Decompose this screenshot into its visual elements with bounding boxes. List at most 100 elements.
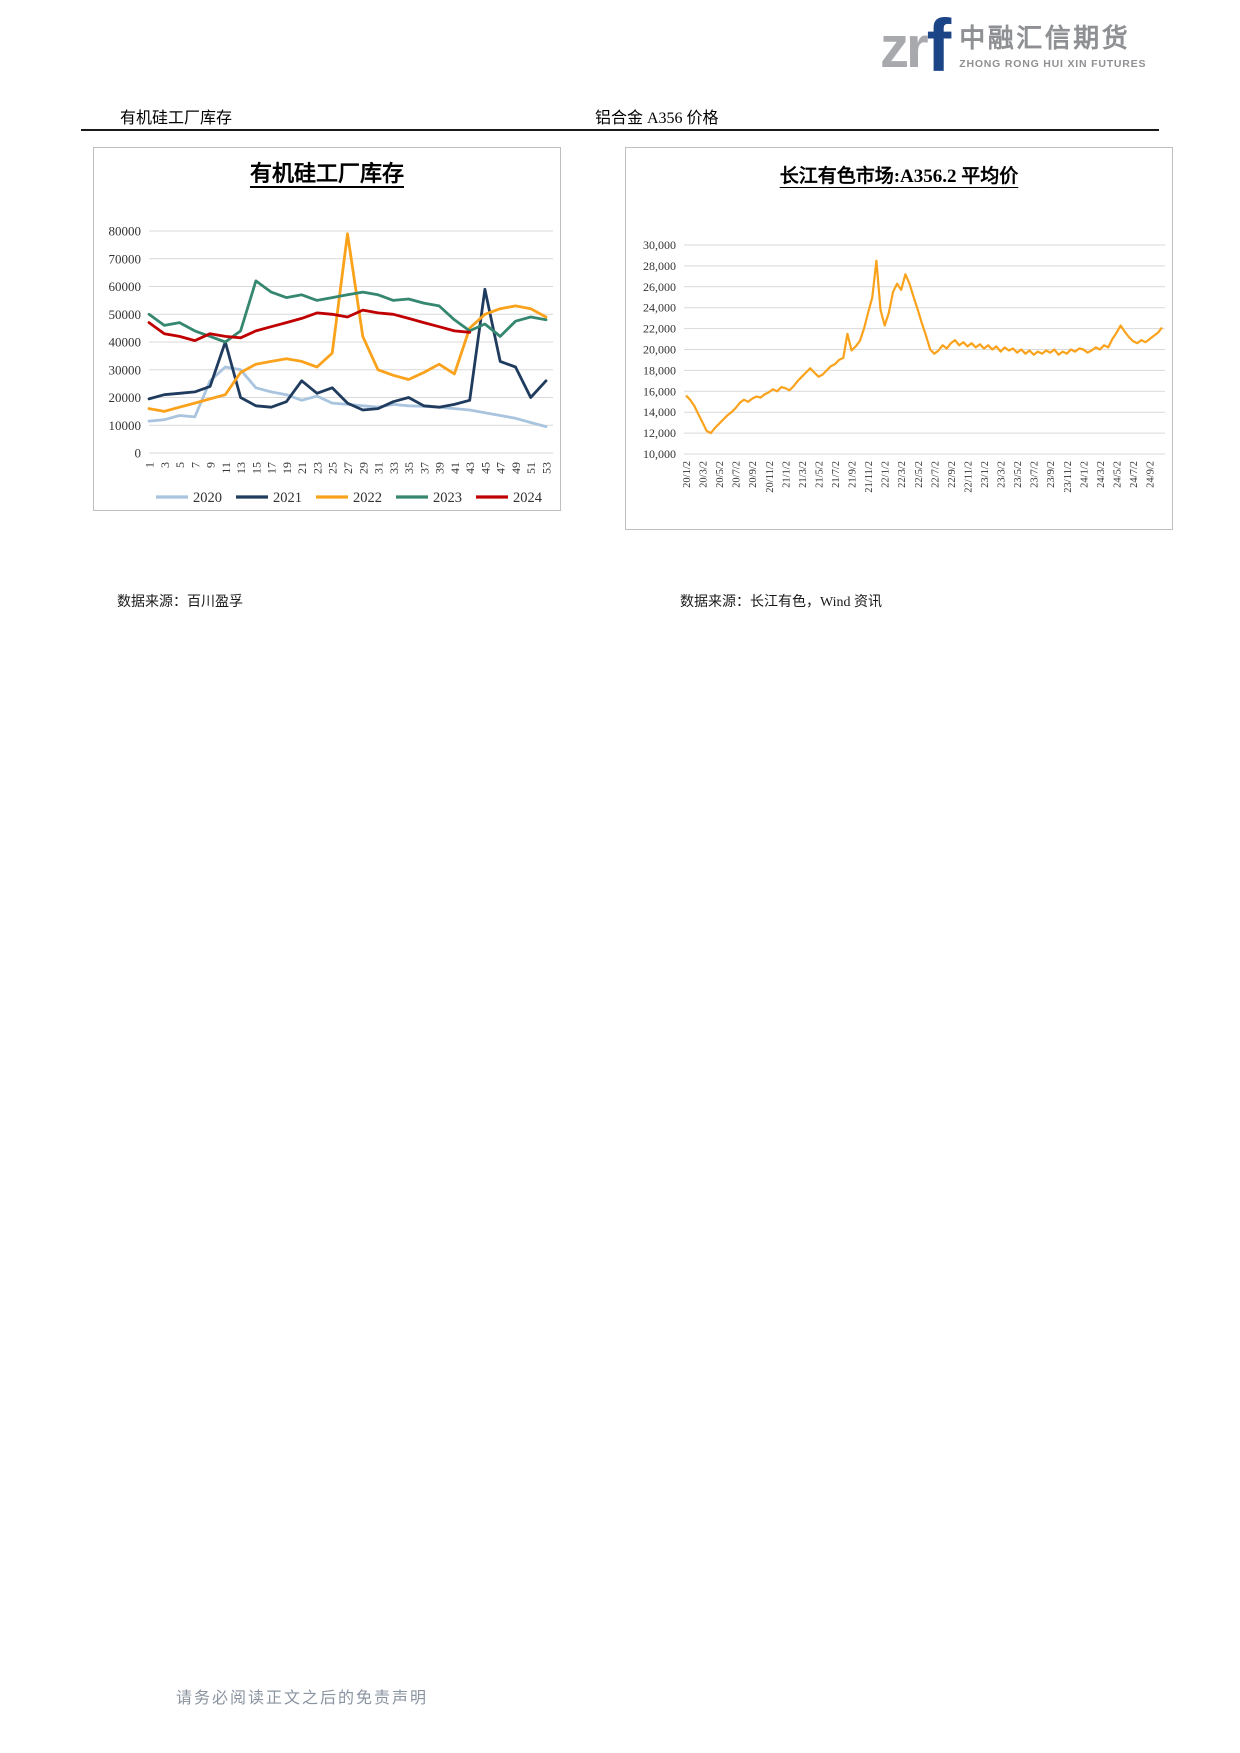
left-section-header: 有机硅工厂库存: [120, 110, 233, 127]
svg-text:10000: 10000: [109, 418, 142, 433]
svg-text:22,000: 22,000: [643, 322, 676, 336]
svg-text:20/5/2: 20/5/2: [715, 461, 726, 488]
header-divider: [81, 129, 1159, 131]
svg-text:45: 45: [478, 462, 492, 474]
svg-text:20/7/2: 20/7/2: [732, 461, 743, 488]
svg-text:17: 17: [265, 462, 279, 474]
svg-text:33: 33: [387, 462, 401, 474]
svg-text:24/5/2: 24/5/2: [1112, 461, 1123, 488]
company-name-cn: 中融汇信期货: [959, 23, 1131, 53]
svg-text:47: 47: [494, 462, 508, 474]
svg-text:21/3/2: 21/3/2: [798, 461, 809, 488]
company-name-en: ZHONG RONG HUI XIN FUTURES: [959, 58, 1147, 70]
svg-text:2022: 2022: [353, 490, 382, 506]
svg-text:20/9/2: 20/9/2: [748, 461, 759, 488]
svg-text:22/9/2: 22/9/2: [947, 461, 958, 488]
svg-text:70000: 70000: [109, 251, 142, 266]
price-chart-title: 长江有色市场:A356.2 平均价: [779, 166, 1019, 187]
right-data-source: 数据来源：长江有色，Wind 资讯: [680, 595, 883, 610]
svg-text:2024: 2024: [513, 490, 543, 506]
svg-text:28,000: 28,000: [643, 259, 676, 273]
svg-text:49: 49: [509, 462, 523, 474]
svg-text:40000: 40000: [109, 335, 142, 350]
svg-text:2021: 2021: [273, 490, 302, 506]
logo-text: 中融汇信期货 ZHONG RONG HUI XIN FUTURES: [959, 18, 1146, 72]
svg-text:12,000: 12,000: [643, 426, 676, 440]
svg-text:2020: 2020: [193, 490, 222, 506]
svg-text:23/3/2: 23/3/2: [997, 461, 1008, 488]
company-logo: zr f 中融汇信期货 ZHONG RONG HUI XIN FUTURES: [880, 8, 1146, 82]
svg-text:39: 39: [433, 462, 447, 474]
svg-text:31: 31: [372, 462, 386, 474]
svg-text:30000: 30000: [109, 362, 142, 377]
logo-letters-zr: zr: [880, 15, 929, 81]
svg-text:20/3/2: 20/3/2: [699, 461, 710, 488]
svg-text:20000: 20000: [109, 390, 142, 405]
svg-text:53: 53: [540, 462, 554, 474]
svg-text:21/7/2: 21/7/2: [831, 461, 842, 488]
svg-text:24,000: 24,000: [643, 301, 676, 315]
svg-text:20/1/2: 20/1/2: [682, 461, 693, 488]
svg-text:23: 23: [310, 462, 324, 474]
svg-text:19: 19: [280, 462, 294, 474]
svg-text:23/7/2: 23/7/2: [1030, 461, 1041, 488]
svg-text:26,000: 26,000: [643, 280, 676, 294]
svg-text:24/1/2: 24/1/2: [1079, 461, 1090, 488]
svg-text:43: 43: [463, 462, 477, 474]
svg-text:22/7/2: 22/7/2: [930, 461, 941, 488]
a356-price-chart: 10,000 12,000 14,000 16,000 18,000 20,000 22,0…: [625, 147, 1173, 530]
svg-text:14,000: 14,000: [643, 405, 676, 419]
svg-text:10,000: 10,000: [643, 447, 676, 461]
zrf-logo-mark: zr f: [880, 8, 951, 82]
svg-text:50000: 50000: [109, 307, 142, 322]
svg-text:11: 11: [219, 462, 233, 474]
svg-text:25: 25: [326, 462, 340, 474]
svg-text:27: 27: [341, 462, 355, 474]
inventory-chart-title: 有机硅工厂库存: [249, 161, 404, 186]
svg-text:51: 51: [524, 462, 538, 474]
svg-text:2023: 2023: [433, 490, 462, 506]
svg-text:16,000: 16,000: [643, 384, 676, 398]
svg-text:24/9/2: 24/9/2: [1146, 461, 1157, 488]
svg-text:23/11/2: 23/11/2: [1063, 461, 1074, 493]
svg-text:23/5/2: 23/5/2: [1013, 461, 1024, 488]
svg-text:1: 1: [143, 462, 157, 468]
svg-text:7: 7: [188, 462, 202, 468]
svg-text:29: 29: [356, 462, 370, 474]
svg-text:5: 5: [173, 462, 187, 468]
organosilicon-inventory-chart: 0 10000 20000 30000 40000 50000 60000 70000 8000…: [93, 147, 561, 511]
price-chart-canvas: 10,000 12,000 14,000 16,000 18,000 20,000 22,0…: [643, 238, 1165, 493]
svg-text:24/7/2: 24/7/2: [1129, 461, 1140, 488]
inventory-chart-canvas: 0 10000 20000 30000 40000 50000 60000 70000 8000…: [109, 224, 554, 507]
svg-text:23/1/2: 23/1/2: [980, 461, 991, 488]
svg-text:20,000: 20,000: [643, 343, 676, 357]
svg-text:21/11/2: 21/11/2: [864, 461, 875, 493]
svg-text:21/9/2: 21/9/2: [848, 461, 859, 488]
svg-text:20/11/2: 20/11/2: [765, 461, 776, 493]
svg-text:41: 41: [448, 462, 462, 474]
svg-text:21/5/2: 21/5/2: [814, 461, 825, 488]
svg-text:80000: 80000: [109, 224, 142, 239]
svg-text:22/5/2: 22/5/2: [914, 461, 925, 488]
svg-text:22/1/2: 22/1/2: [881, 461, 892, 488]
svg-text:9: 9: [204, 462, 218, 468]
svg-text:30,000: 30,000: [643, 238, 676, 252]
right-section-header: 铝合金 A356 价格: [595, 110, 719, 127]
svg-text:0: 0: [135, 446, 142, 461]
left-data-source: 数据来源：百川盈孚: [117, 595, 243, 610]
svg-text:37: 37: [417, 462, 431, 474]
svg-text:21/1/2: 21/1/2: [781, 461, 792, 488]
svg-text:22/11/2: 22/11/2: [963, 461, 974, 493]
svg-text:21: 21: [295, 462, 309, 474]
svg-text:24/3/2: 24/3/2: [1096, 461, 1107, 488]
svg-text:3: 3: [158, 462, 172, 468]
svg-text:15: 15: [249, 462, 263, 474]
disclaimer-note: 请务必阅读正文之后的免责声明: [176, 1690, 429, 1707]
svg-text:13: 13: [234, 462, 248, 474]
svg-text:60000: 60000: [109, 279, 142, 294]
svg-text:22/3/2: 22/3/2: [897, 461, 908, 488]
svg-text:18,000: 18,000: [643, 363, 676, 377]
svg-text:35: 35: [402, 462, 416, 474]
svg-text:23/9/2: 23/9/2: [1046, 461, 1057, 488]
